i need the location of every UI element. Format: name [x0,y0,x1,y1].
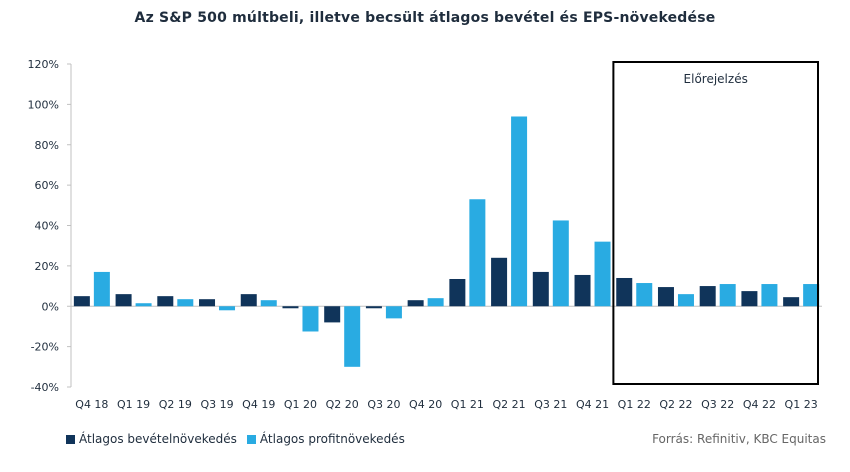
x-tick-label: Q1 19 [117,398,150,411]
bar-revenue-6 [324,306,341,323]
x-tick-label: Q4 20 [409,398,442,411]
y-tick-label: -40% [31,381,59,394]
bar-profit-14 [677,294,694,307]
y-tick-label: 120% [28,58,59,71]
legend: Átlagos bevételnövekedés Átlagos profitn… [66,432,405,446]
x-tick-label: Q1 23 [785,398,818,411]
bar-revenue-9 [449,278,466,307]
legend-swatch-revenue [66,434,75,444]
bar-revenue-4 [240,294,257,307]
forecast-box [612,61,820,385]
bar-revenue-10 [491,257,508,307]
legend-item-profit: Átlagos profitnövekedés [246,432,405,446]
legend-label-revenue: Átlagos bevételnövekedés [79,432,237,446]
bar-revenue-14 [657,287,674,307]
bar-revenue-16 [741,291,758,307]
bar-profit-1 [135,303,152,307]
bar-profit-10 [511,116,528,307]
chart-title: Az S&P 500 múltbeli, illetve becsült átl… [134,10,716,26]
y-tick-label: 100% [28,98,59,111]
bar-revenue-2 [157,296,174,307]
x-tick-label: Q1 20 [284,398,317,411]
x-tick-label: Q2 19 [159,398,192,411]
bar-profit-15 [719,284,736,307]
legend-swatch-profit [246,434,256,444]
bar-profit-9 [469,199,486,307]
bar-profit-11 [552,220,569,307]
bar-revenue-1 [115,294,132,307]
bar-profit-4 [260,300,277,307]
y-tick-label: 0% [42,300,59,313]
x-tick-label: Q3 20 [367,398,400,411]
x-tick-label: Q4 19 [242,398,275,411]
x-tick-label: Q4 21 [576,398,609,411]
bar-revenue-3 [199,299,216,307]
bar-revenue-13 [616,277,633,307]
bar-profit-5 [302,306,319,332]
y-tick-label: 40% [35,220,59,233]
x-tick-label: Q1 22 [618,398,651,411]
bar-revenue-7 [365,306,382,309]
x-tick-label: Q3 19 [200,398,233,411]
bar-profit-6 [344,306,361,367]
legend-label-profit: Átlagos profitnövekedés [259,432,405,446]
bar-revenue-5 [282,306,299,309]
bar-profit-2 [177,299,194,307]
bar-profit-8 [427,298,444,307]
forecast-label: Előrejelzés [684,72,748,86]
bar-profit-3 [219,306,236,311]
y-tick-label: -20% [31,341,59,354]
bar-revenue-0 [73,296,90,307]
x-tick-label: Q3 22 [701,398,734,411]
x-tick-label: Q4 22 [743,398,776,411]
bar-profit-17 [803,284,820,307]
y-tick-label: 60% [35,179,59,192]
x-tick-label: Q2 21 [493,398,526,411]
bar-profit-12 [594,241,611,307]
bar-revenue-11 [532,271,549,307]
x-tick-label: Q2 20 [326,398,359,411]
y-tick-label: 20% [35,260,59,273]
legend-item-revenue: Átlagos bevételnövekedés [66,432,237,446]
x-tick-label: Q3 21 [534,398,567,411]
bar-revenue-8 [407,300,424,307]
y-tick-label: 80% [35,139,59,152]
bar-profit-7 [385,306,402,319]
source-note: Forrás: Refinitiv, KBC Equitas [652,432,826,446]
bar-profit-0 [93,271,110,307]
x-tick-label: Q4 18 [75,398,108,411]
x-tick-label: Q2 22 [659,398,692,411]
bar-revenue-17 [783,297,800,307]
bar-profit-13 [636,283,653,307]
x-tick-label: Q1 21 [451,398,484,411]
bar-profit-16 [761,284,778,307]
bar-revenue-15 [699,286,716,307]
bar-revenue-12 [574,274,591,307]
